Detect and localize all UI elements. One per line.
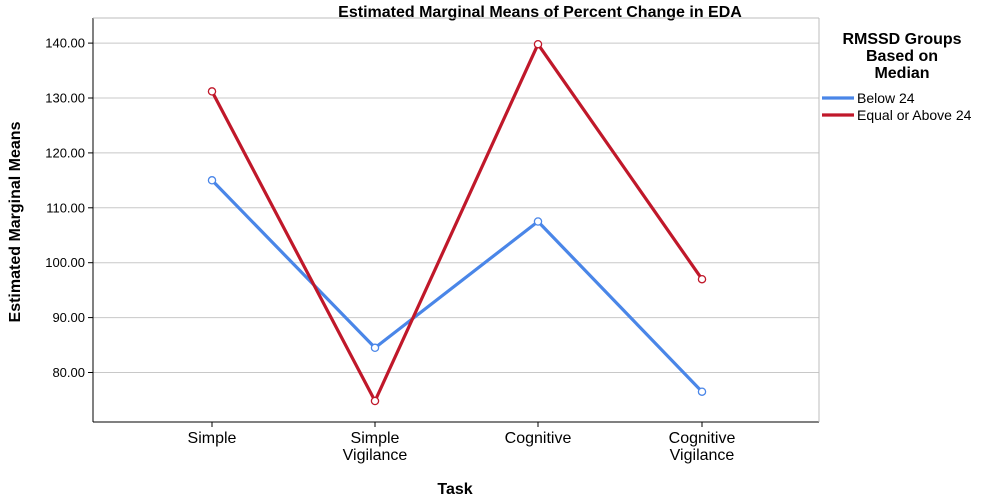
legend-title: Median: [874, 65, 929, 82]
data-point: [207, 87, 217, 96]
y-axis-label: Estimated Marginal Means: [7, 121, 24, 322]
series-line: [210, 178, 704, 394]
data-point: [370, 396, 380, 406]
axes: [92, 17, 820, 423]
data-point: [207, 176, 217, 185]
legend-label: Equal or Above 24: [857, 107, 972, 123]
chart-title: Estimated Marginal Means of Percent Chan…: [338, 4, 742, 21]
y-tick-label: 100.00: [45, 255, 85, 270]
legend-title: RMSSD Groups: [842, 31, 961, 48]
x-tick-label: Vigilance: [670, 447, 735, 464]
x-tick-label: Vigilance: [343, 447, 408, 464]
gridlines: [93, 42, 819, 373]
data-point: [533, 217, 543, 226]
x-tick-label: Cognitive: [669, 430, 736, 447]
legend-title: Based on: [866, 48, 938, 65]
legend-label: Below 24: [857, 90, 915, 106]
data-point: [533, 39, 543, 49]
series-line: [210, 42, 704, 403]
x-tick-label: Simple: [351, 430, 400, 447]
data-point: [697, 387, 707, 396]
y-tick-label: 120.00: [45, 145, 85, 160]
data-series: [207, 39, 707, 406]
x-tick-label: Simple: [188, 430, 237, 447]
data-point: [697, 274, 707, 284]
x-tick-label: Cognitive: [505, 430, 572, 447]
y-tick-label: 140.00: [45, 36, 85, 51]
y-tick-label: 90.00: [52, 310, 85, 325]
y-tick-label: 130.00: [45, 91, 85, 106]
y-axis-ticks: 80.00 90.00 100.00 110.00 120.00 130.00 140.00: [45, 36, 93, 380]
data-point: [370, 343, 380, 353]
y-tick-label: 110.00: [46, 200, 85, 215]
x-axis-label: Task: [437, 481, 472, 498]
y-tick-label: 80.00: [52, 365, 85, 380]
